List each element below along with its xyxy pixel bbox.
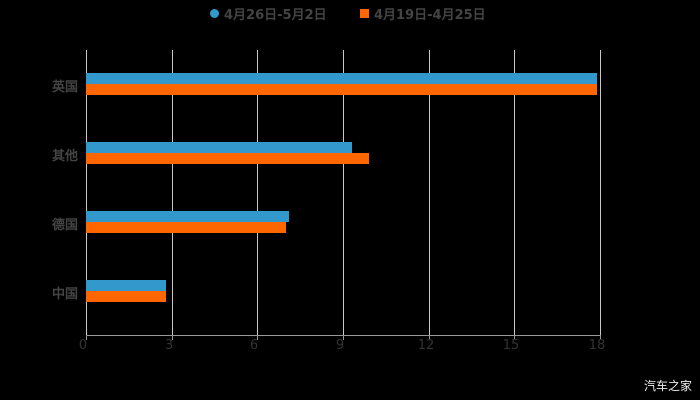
axis-tick bbox=[600, 335, 601, 340]
x-tick-label: 12 bbox=[417, 338, 435, 353]
bar[interactable] bbox=[86, 142, 352, 153]
legend-item-series1[interactable]: 4月26日-5月2日 bbox=[210, 4, 327, 23]
legend-square-icon bbox=[360, 9, 369, 18]
x-tick-label: 9 bbox=[335, 338, 345, 353]
category-label: 英国 bbox=[51, 80, 78, 95]
category-label: 中国 bbox=[51, 287, 78, 302]
axis-tick bbox=[172, 335, 173, 340]
axis-tick bbox=[343, 335, 344, 340]
gridline bbox=[600, 50, 601, 335]
gridline bbox=[257, 50, 258, 335]
chart-legend: 4月26日-5月2日 4月19日-4月25日 bbox=[0, 4, 700, 24]
legend-label: 4月26日-5月2日 bbox=[224, 8, 327, 23]
category-label: 其他 bbox=[51, 149, 78, 164]
x-tick-label: 6 bbox=[249, 338, 259, 353]
axis-tick bbox=[86, 335, 87, 340]
bar[interactable] bbox=[86, 291, 166, 302]
axis-tick bbox=[429, 335, 430, 340]
gridline bbox=[514, 50, 515, 335]
x-tick-label: 18 bbox=[588, 338, 606, 353]
watermark: 汽车之家 bbox=[643, 379, 692, 393]
legend-item-series2[interactable]: 4月19日-4月25日 bbox=[360, 4, 486, 23]
gridline bbox=[429, 50, 430, 335]
bar[interactable] bbox=[86, 84, 597, 95]
bar[interactable] bbox=[86, 211, 289, 222]
bar[interactable] bbox=[86, 153, 369, 164]
bar[interactable] bbox=[86, 280, 166, 291]
axis-tick bbox=[257, 335, 258, 340]
x-tick-label: 3 bbox=[164, 338, 174, 353]
bar[interactable] bbox=[86, 222, 286, 233]
bar[interactable] bbox=[86, 73, 597, 84]
legend-circle-icon bbox=[210, 9, 219, 18]
x-tick-label: 15 bbox=[502, 338, 520, 353]
x-axis bbox=[86, 335, 601, 336]
category-label: 德国 bbox=[51, 218, 78, 233]
gridline bbox=[343, 50, 344, 335]
gridline bbox=[86, 50, 87, 335]
gridline bbox=[172, 50, 173, 335]
legend-label: 4月19日-4月25日 bbox=[374, 8, 486, 23]
axis-tick bbox=[514, 335, 515, 340]
x-tick-label: 0 bbox=[78, 338, 88, 353]
